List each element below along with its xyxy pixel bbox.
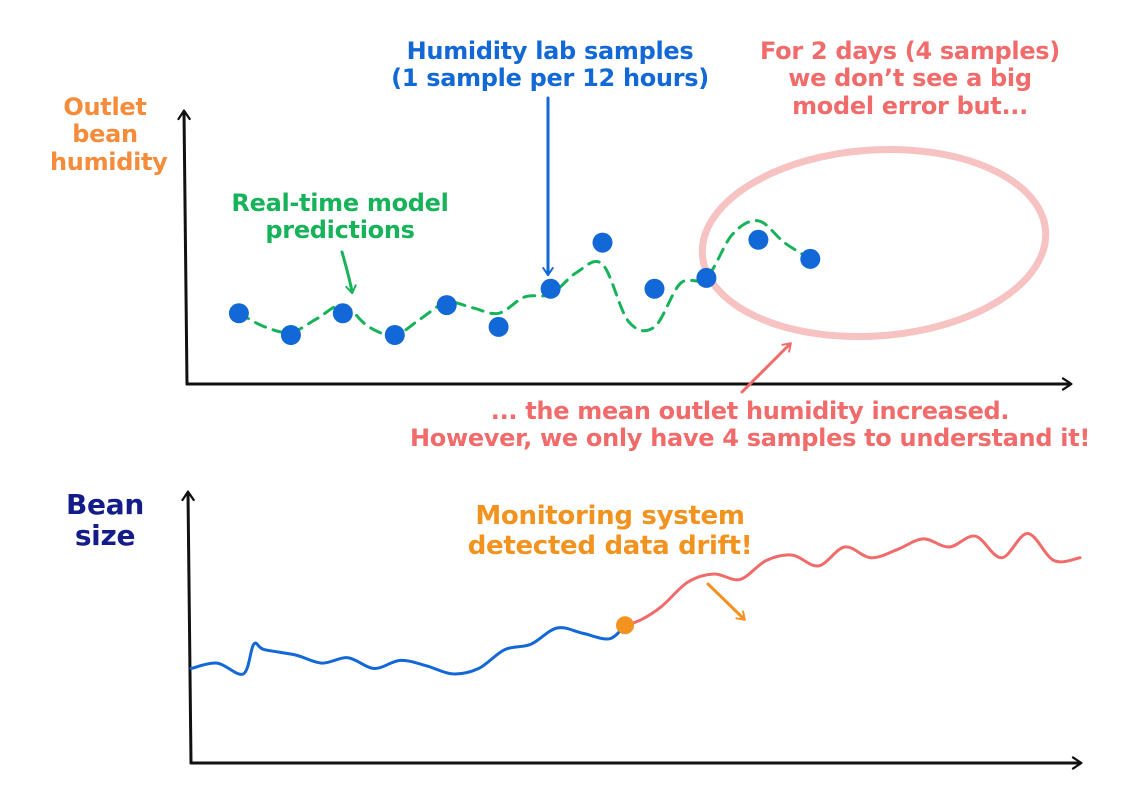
lab-samples-line-2: (1 sample per 12 hours) [391, 64, 709, 93]
mean-humidity-line-1: ... the mean outlet humidity increased. [490, 397, 1010, 425]
data-drift-annotation: Monitoring system detected data drift! [455, 501, 765, 561]
mean-humidity-line-2: However, we only have 4 samples to under… [409, 424, 1091, 453]
lab-sample-point [540, 278, 561, 299]
lab-sample-point [228, 303, 249, 324]
lab-sample-point [280, 325, 301, 345]
model-error-line-2: we don’t see a big [788, 64, 1032, 93]
lab-sample-point [800, 248, 821, 269]
bottom-y-axis-label: Bean size [50, 488, 160, 552]
lab-sample-point [436, 295, 457, 316]
lab-sample-point [696, 267, 717, 288]
bottom-y-axis [181, 490, 195, 765]
drift-arrow [706, 582, 746, 621]
lab-sample-point [644, 278, 665, 299]
bottom-plot [189, 532, 1082, 676]
data-drift-line-2: detected data drift! [467, 530, 753, 561]
top-y-axis [177, 109, 191, 386]
bean-size-line-after-drift [623, 532, 1082, 627]
top-y-label-line-2: bean [72, 120, 138, 149]
predictions-arrow [340, 250, 357, 295]
highlight-ellipse [698, 145, 1050, 341]
lab-sample-point [592, 232, 613, 253]
predictions-line-1: Real-time model [231, 189, 449, 217]
model-error-annotation: For 2 days (4 samples) we don’t see a bi… [730, 37, 1090, 120]
lab-sample-point [488, 316, 509, 337]
lab-samples-line-1: Humidity lab samples [406, 37, 694, 65]
top-plot [228, 219, 821, 345]
lab-sample-point [384, 325, 405, 345]
mean-humidity-annotation: ... the mean outlet humidity increased. … [380, 397, 1120, 453]
model-error-line-3: model error but... [792, 91, 1028, 120]
top-y-label-line-3: humidity [50, 147, 168, 176]
model-error-line-1: For 2 days (4 samples) [760, 37, 1060, 65]
lab-sample-point [748, 229, 769, 250]
prediction-line [237, 219, 812, 337]
data-drift-line-1: Monitoring system [475, 501, 745, 531]
lab-samples-annotation: Humidity lab samples (1 sample per 12 ho… [390, 37, 710, 93]
bean-size-line-before-drift [189, 623, 627, 676]
bottom-y-label-line-2: size [74, 518, 136, 552]
top-y-axis-label: Outlet bean humidity [50, 93, 168, 176]
top-y-label-line-1: Outlet [63, 93, 147, 121]
bottom-y-label-line-1: Bean [66, 488, 144, 521]
mean-note-arrow [740, 342, 792, 394]
lab-sample-point [332, 303, 353, 324]
predictions-annotation: Real-time model predictions [205, 189, 475, 245]
drift-point [616, 616, 634, 635]
predictions-line-2: predictions [265, 216, 415, 245]
